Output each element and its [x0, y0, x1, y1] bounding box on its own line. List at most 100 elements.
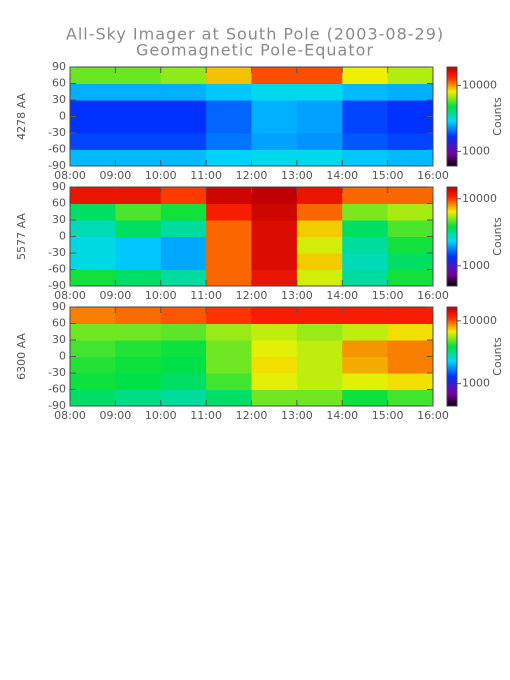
x-tick-label: 11:00	[190, 289, 222, 302]
chart-subtitle: Geomagnetic Pole-Equator	[136, 41, 374, 60]
heat-cell	[115, 373, 162, 390]
colorbar-label: Counts	[491, 97, 504, 136]
heat-cell	[115, 67, 162, 84]
y-tick-label: -60	[48, 263, 66, 276]
y-tick-label: 30	[52, 333, 66, 346]
heat-cell	[296, 389, 343, 407]
heat-cell	[160, 133, 207, 150]
y-tick-label: 90	[52, 180, 66, 193]
heat-cell	[387, 149, 434, 167]
heat-cell	[251, 203, 298, 221]
heat-cell	[160, 220, 207, 237]
heat-cell	[387, 356, 434, 374]
heat-cell	[342, 116, 389, 134]
heat-cell	[387, 187, 434, 204]
heat-cell	[342, 100, 389, 117]
y-tick-label: 60	[52, 317, 66, 330]
heat-cell	[115, 116, 162, 134]
heat-cell	[296, 253, 343, 270]
heat-cell	[70, 83, 116, 101]
heat-cell	[342, 389, 389, 407]
heat-cell	[251, 253, 298, 270]
heat-cell	[296, 356, 343, 374]
heat-cell	[296, 100, 343, 117]
x-tick-label: 09:00	[100, 289, 132, 302]
heat-cell	[206, 307, 252, 324]
heat-cell	[342, 133, 389, 150]
heat-cell	[115, 389, 162, 407]
y-tick-label: -60	[48, 383, 66, 396]
heat-cell	[296, 220, 343, 237]
heat-cell	[160, 340, 207, 357]
x-tick-label: 12:00	[236, 169, 268, 182]
heat-cell	[251, 116, 298, 134]
heat-cell	[296, 67, 343, 84]
heat-cell	[206, 323, 252, 341]
colorbar-tick-label: 10000	[462, 192, 497, 205]
heat-cell	[160, 269, 207, 287]
heat-cell	[115, 83, 162, 101]
heat-cell	[70, 203, 116, 221]
heat-cell	[206, 220, 252, 237]
heat-cell	[296, 133, 343, 150]
y-tick-label: -30	[48, 246, 66, 259]
heat-cell	[206, 236, 252, 254]
heat-cell	[206, 389, 252, 407]
heat-cell	[251, 269, 298, 287]
heat-cell	[251, 133, 298, 150]
y-tick-label: 60	[52, 197, 66, 210]
colorbar-tick-label: 1000	[462, 259, 490, 272]
y-tick-label: -90	[48, 159, 66, 172]
heat-cell	[342, 83, 389, 101]
heat-cell	[387, 236, 434, 254]
heat-cell	[206, 116, 252, 134]
y-axis-label: 5577 AA	[15, 213, 28, 260]
colorbar-label: Counts	[491, 337, 504, 376]
heat-cell	[296, 323, 343, 341]
y-tick-label: -30	[48, 366, 66, 379]
heat-cell	[251, 187, 298, 204]
x-tick-label: 09:00	[100, 409, 132, 422]
x-tick-label: 10:00	[145, 409, 177, 422]
heat-cell	[387, 116, 434, 134]
heat-cell	[296, 307, 343, 324]
heat-cell	[387, 203, 434, 221]
heat-cell	[70, 220, 116, 237]
heat-cell	[206, 203, 252, 221]
heat-cell	[160, 67, 207, 84]
heat-cell	[251, 149, 298, 167]
y-tick-label: 60	[52, 77, 66, 90]
heat-cell	[342, 187, 389, 204]
colorbar-tick-label: 1000	[462, 377, 490, 390]
colorbar	[446, 186, 458, 287]
heat-cell	[70, 67, 116, 84]
x-tick-label: 14:00	[326, 169, 358, 182]
heat-cell	[70, 100, 116, 117]
heat-cell	[70, 340, 116, 357]
heat-cell	[115, 269, 162, 287]
heat-cell	[296, 236, 343, 254]
colorbar-tick-label: 10000	[462, 314, 497, 327]
heat-cell	[160, 83, 207, 101]
x-tick-label: 10:00	[145, 289, 177, 302]
heat-cell	[342, 203, 389, 221]
heat-cell	[206, 187, 252, 204]
heat-cell	[115, 133, 162, 150]
heat-cell	[387, 67, 434, 84]
heat-cell	[160, 373, 207, 390]
heat-cell	[70, 133, 116, 150]
heat-cell	[160, 389, 207, 407]
heat-cell	[342, 269, 389, 287]
heat-cell	[296, 83, 343, 101]
heat-cell	[251, 373, 298, 390]
heat-cell	[251, 100, 298, 117]
heat-cell	[387, 253, 434, 270]
heat-cell	[342, 373, 389, 390]
heat-cell	[387, 373, 434, 390]
heat-cell	[206, 269, 252, 287]
x-tick-label: 16:00	[417, 409, 449, 422]
heat-cell	[342, 340, 389, 357]
heat-cell	[115, 100, 162, 117]
heat-cell	[387, 83, 434, 101]
heat-cell	[296, 187, 343, 204]
